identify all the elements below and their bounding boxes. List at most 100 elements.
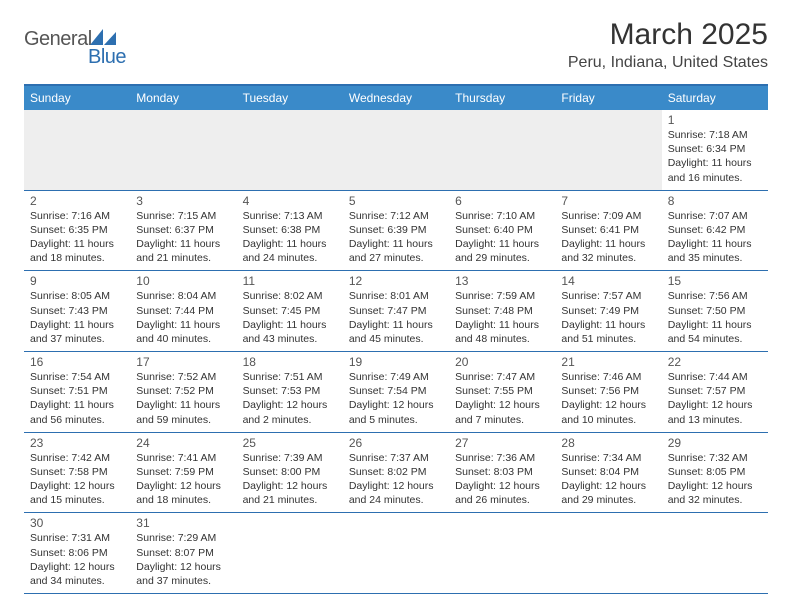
day-info: Sunrise: 7:12 AMSunset: 6:39 PMDaylight:…: [349, 209, 443, 266]
calendar-empty-cell: [237, 110, 343, 190]
calendar-day-cell: 9Sunrise: 8:05 AMSunset: 7:43 PMDaylight…: [24, 271, 130, 352]
calendar-day-cell: 27Sunrise: 7:36 AMSunset: 8:03 PMDayligh…: [449, 432, 555, 513]
day-info: Sunrise: 7:47 AMSunset: 7:55 PMDaylight:…: [455, 370, 549, 427]
calendar-day-cell: 28Sunrise: 7:34 AMSunset: 8:04 PMDayligh…: [555, 432, 661, 513]
calendar-header-row: SundayMondayTuesdayWednesdayThursdayFrid…: [24, 85, 768, 110]
calendar-day-cell: 24Sunrise: 7:41 AMSunset: 7:59 PMDayligh…: [130, 432, 236, 513]
calendar-empty-cell: [343, 110, 449, 190]
day-info: Sunrise: 7:16 AMSunset: 6:35 PMDaylight:…: [30, 209, 124, 266]
logo-blue-wrap: Blue: [88, 46, 126, 69]
day-number: 27: [455, 436, 549, 450]
calendar-empty-cell: [449, 513, 555, 594]
calendar-day-cell: 10Sunrise: 8:04 AMSunset: 7:44 PMDayligh…: [130, 271, 236, 352]
day-info: Sunrise: 7:39 AMSunset: 8:00 PMDaylight:…: [243, 451, 337, 508]
location-text: Peru, Indiana, United States: [568, 54, 768, 72]
calendar-day-cell: 22Sunrise: 7:44 AMSunset: 7:57 PMDayligh…: [662, 352, 768, 433]
day-number: 20: [455, 355, 549, 369]
day-number: 25: [243, 436, 337, 450]
logo-sail-icon: [90, 29, 116, 45]
day-number: 26: [349, 436, 443, 450]
day-number: 2: [30, 194, 124, 208]
day-number: 29: [668, 436, 762, 450]
calendar-empty-cell: [662, 513, 768, 594]
day-info: Sunrise: 7:09 AMSunset: 6:41 PMDaylight:…: [561, 209, 655, 266]
day-number: 12: [349, 274, 443, 288]
day-info: Sunrise: 7:44 AMSunset: 7:57 PMDaylight:…: [668, 370, 762, 427]
day-info: Sunrise: 7:42 AMSunset: 7:58 PMDaylight:…: [30, 451, 124, 508]
header: General Blue March 2025 Peru, Indiana, U…: [24, 18, 768, 72]
day-info: Sunrise: 8:05 AMSunset: 7:43 PMDaylight:…: [30, 289, 124, 346]
calendar-day-cell: 31Sunrise: 7:29 AMSunset: 8:07 PMDayligh…: [130, 513, 236, 594]
weekday-header: Wednesday: [343, 85, 449, 110]
calendar-week-row: 16Sunrise: 7:54 AMSunset: 7:51 PMDayligh…: [24, 352, 768, 433]
day-info: Sunrise: 7:32 AMSunset: 8:05 PMDaylight:…: [668, 451, 762, 508]
day-number: 10: [136, 274, 230, 288]
calendar-day-cell: 6Sunrise: 7:10 AMSunset: 6:40 PMDaylight…: [449, 190, 555, 271]
day-number: 17: [136, 355, 230, 369]
day-info: Sunrise: 7:52 AMSunset: 7:52 PMDaylight:…: [136, 370, 230, 427]
weekday-header: Thursday: [449, 85, 555, 110]
day-number: 15: [668, 274, 762, 288]
calendar-empty-cell: [130, 110, 236, 190]
day-info: Sunrise: 7:10 AMSunset: 6:40 PMDaylight:…: [455, 209, 549, 266]
calendar-day-cell: 23Sunrise: 7:42 AMSunset: 7:58 PMDayligh…: [24, 432, 130, 513]
calendar-empty-cell: [237, 513, 343, 594]
calendar-day-cell: 13Sunrise: 7:59 AMSunset: 7:48 PMDayligh…: [449, 271, 555, 352]
day-number: 13: [455, 274, 549, 288]
day-number: 7: [561, 194, 655, 208]
calendar-table: SundayMondayTuesdayWednesdayThursdayFrid…: [24, 84, 768, 594]
day-info: Sunrise: 8:01 AMSunset: 7:47 PMDaylight:…: [349, 289, 443, 346]
day-info: Sunrise: 8:04 AMSunset: 7:44 PMDaylight:…: [136, 289, 230, 346]
day-number: 6: [455, 194, 549, 208]
calendar-day-cell: 21Sunrise: 7:46 AMSunset: 7:56 PMDayligh…: [555, 352, 661, 433]
day-info: Sunrise: 7:54 AMSunset: 7:51 PMDaylight:…: [30, 370, 124, 427]
calendar-empty-cell: [343, 513, 449, 594]
calendar-day-cell: 15Sunrise: 7:56 AMSunset: 7:50 PMDayligh…: [662, 271, 768, 352]
day-info: Sunrise: 8:02 AMSunset: 7:45 PMDaylight:…: [243, 289, 337, 346]
day-number: 19: [349, 355, 443, 369]
day-info: Sunrise: 7:34 AMSunset: 8:04 PMDaylight:…: [561, 451, 655, 508]
day-info: Sunrise: 7:18 AMSunset: 6:34 PMDaylight:…: [668, 128, 762, 185]
calendar-day-cell: 30Sunrise: 7:31 AMSunset: 8:06 PMDayligh…: [24, 513, 130, 594]
day-info: Sunrise: 7:51 AMSunset: 7:53 PMDaylight:…: [243, 370, 337, 427]
day-info: Sunrise: 7:13 AMSunset: 6:38 PMDaylight:…: [243, 209, 337, 266]
day-number: 30: [30, 516, 124, 530]
day-number: 16: [30, 355, 124, 369]
day-number: 8: [668, 194, 762, 208]
calendar-day-cell: 26Sunrise: 7:37 AMSunset: 8:02 PMDayligh…: [343, 432, 449, 513]
day-info: Sunrise: 7:15 AMSunset: 6:37 PMDaylight:…: [136, 209, 230, 266]
title-block: March 2025 Peru, Indiana, United States: [568, 18, 768, 72]
calendar-day-cell: 2Sunrise: 7:16 AMSunset: 6:35 PMDaylight…: [24, 190, 130, 271]
day-number: 18: [243, 355, 337, 369]
calendar-empty-cell: [24, 110, 130, 190]
weekday-header: Sunday: [24, 85, 130, 110]
calendar-day-cell: 8Sunrise: 7:07 AMSunset: 6:42 PMDaylight…: [662, 190, 768, 271]
calendar-day-cell: 5Sunrise: 7:12 AMSunset: 6:39 PMDaylight…: [343, 190, 449, 271]
day-number: 1: [668, 113, 762, 127]
day-number: 23: [30, 436, 124, 450]
calendar-day-cell: 7Sunrise: 7:09 AMSunset: 6:41 PMDaylight…: [555, 190, 661, 271]
day-number: 4: [243, 194, 337, 208]
calendar-week-row: 2Sunrise: 7:16 AMSunset: 6:35 PMDaylight…: [24, 190, 768, 271]
calendar-day-cell: 20Sunrise: 7:47 AMSunset: 7:55 PMDayligh…: [449, 352, 555, 433]
calendar-week-row: 30Sunrise: 7:31 AMSunset: 8:06 PMDayligh…: [24, 513, 768, 594]
weekday-header: Saturday: [662, 85, 768, 110]
day-number: 22: [668, 355, 762, 369]
weekday-header: Friday: [555, 85, 661, 110]
day-info: Sunrise: 7:49 AMSunset: 7:54 PMDaylight:…: [349, 370, 443, 427]
day-info: Sunrise: 7:56 AMSunset: 7:50 PMDaylight:…: [668, 289, 762, 346]
calendar-day-cell: 12Sunrise: 8:01 AMSunset: 7:47 PMDayligh…: [343, 271, 449, 352]
calendar-day-cell: 11Sunrise: 8:02 AMSunset: 7:45 PMDayligh…: [237, 271, 343, 352]
weekday-header: Monday: [130, 85, 236, 110]
day-info: Sunrise: 7:31 AMSunset: 8:06 PMDaylight:…: [30, 531, 124, 588]
day-number: 5: [349, 194, 443, 208]
weekday-header: Tuesday: [237, 85, 343, 110]
logo-blue-text: Blue: [88, 46, 126, 68]
calendar-day-cell: 19Sunrise: 7:49 AMSunset: 7:54 PMDayligh…: [343, 352, 449, 433]
day-info: Sunrise: 7:37 AMSunset: 8:02 PMDaylight:…: [349, 451, 443, 508]
calendar-week-row: 9Sunrise: 8:05 AMSunset: 7:43 PMDaylight…: [24, 271, 768, 352]
calendar-body: 1Sunrise: 7:18 AMSunset: 6:34 PMDaylight…: [24, 110, 768, 594]
calendar-week-row: 1Sunrise: 7:18 AMSunset: 6:34 PMDaylight…: [24, 110, 768, 190]
day-number: 11: [243, 274, 337, 288]
calendar-day-cell: 17Sunrise: 7:52 AMSunset: 7:52 PMDayligh…: [130, 352, 236, 433]
